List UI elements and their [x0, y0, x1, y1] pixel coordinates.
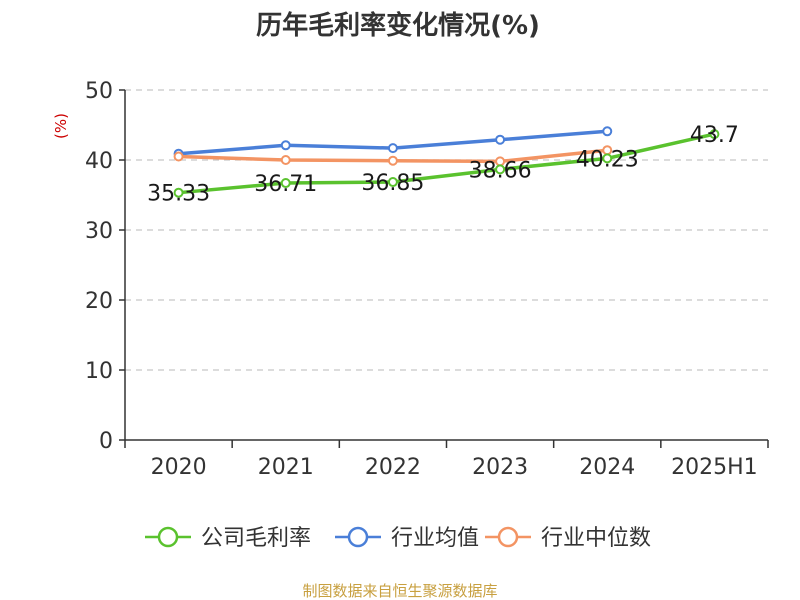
series-lines	[173, 126, 720, 198]
legend-item-3[interactable]: 行业中位数	[485, 526, 651, 551]
chart-title: 历年毛利率变化情况(%)	[256, 10, 540, 41]
series-line-1	[176, 132, 717, 195]
data-label: 43.7	[690, 123, 739, 148]
data-point	[602, 153, 613, 164]
legend-item-1[interactable]: 公司毛利率	[145, 526, 311, 551]
data-point	[387, 143, 398, 154]
data-point	[173, 187, 184, 198]
x-tick-label: 2021	[258, 455, 314, 480]
legend-marker	[157, 526, 179, 548]
data-point	[173, 151, 184, 162]
axes: 0 10 20 30 40 50 2020 2021 2022 2023 2024 2025H1	[85, 79, 769, 480]
data-point	[495, 164, 506, 175]
y-tick-label: 50	[85, 79, 113, 104]
y-tick-label: 30	[85, 219, 113, 244]
y-tick-label: 40	[85, 149, 113, 174]
data-label: 38.66	[469, 158, 532, 183]
legend[interactable]: 公司毛利率 行业均值 行业中位数	[145, 526, 651, 551]
source-note: 制图数据来自恒生聚源数据库	[302, 582, 497, 600]
legend-marker	[497, 526, 519, 548]
y-tick-label: 0	[99, 429, 113, 454]
legend-marker	[347, 526, 369, 548]
data-point	[387, 155, 398, 166]
data-point	[602, 126, 613, 137]
legend-label: 行业均值	[391, 526, 479, 551]
data-point	[495, 134, 506, 145]
data-point	[709, 129, 720, 140]
x-tick-label: 2020	[151, 455, 207, 480]
y-axis-label: (%)	[52, 113, 70, 139]
data-point	[280, 140, 291, 151]
x-tick-label: 2023	[472, 455, 528, 480]
data-label: 36.71	[254, 172, 317, 197]
y-tick-label: 10	[85, 359, 113, 384]
x-tick-label: 2025H1	[671, 455, 758, 480]
legend-label: 公司毛利率	[201, 526, 311, 551]
legend-label: 行业中位数	[541, 526, 651, 551]
data-label: 36.85	[361, 171, 424, 196]
data-label: 40.23	[576, 147, 639, 172]
grid-lines	[125, 89, 768, 371]
x-tick-label: 2024	[579, 455, 635, 480]
x-tick-label: 2022	[365, 455, 421, 480]
data-point	[387, 177, 398, 188]
data-point	[280, 178, 291, 189]
data-point	[280, 155, 291, 165]
legend-item-2[interactable]: 行业均值	[335, 526, 479, 551]
y-tick-label: 20	[85, 289, 113, 314]
data-label: 35.33	[147, 182, 210, 207]
data-labels: 35.33 36.71 36.85 38.66 40.23 43.7	[147, 123, 739, 207]
